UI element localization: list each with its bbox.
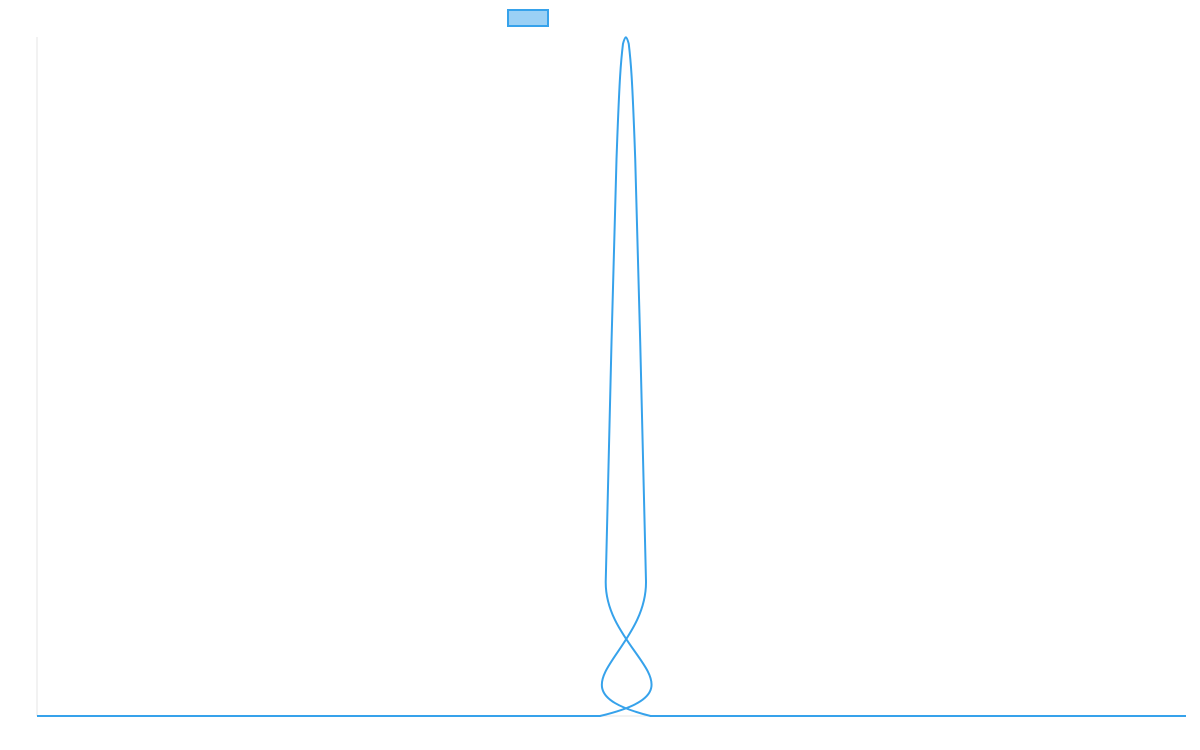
- legend[interactable]: [507, 9, 549, 27]
- legend-swatch[interactable]: [507, 9, 549, 27]
- series-layer: [37, 36, 1186, 718]
- series-line-0: [37, 36, 1186, 718]
